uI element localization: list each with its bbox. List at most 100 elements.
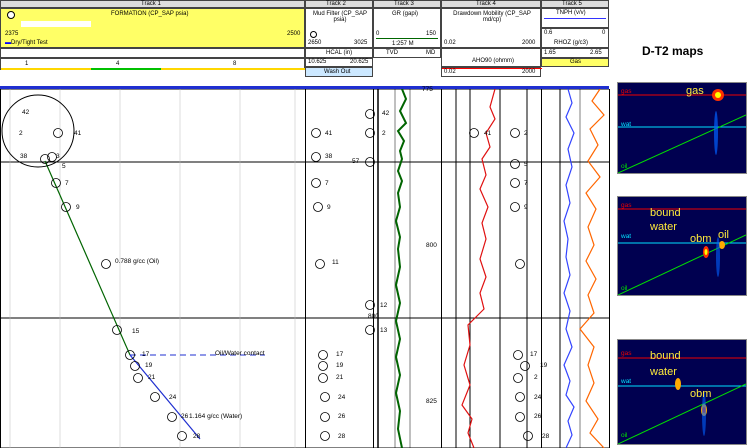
hcal-left: 10.625 xyxy=(308,59,327,65)
track3-title-cell: Track 3 xyxy=(373,0,441,8)
track1-header: FORMATION (CP_SAP psia) 2375 2500 ▬Dry/T… xyxy=(0,8,305,48)
gr-line-swatch xyxy=(376,38,438,39)
oil-gradient-annotation: 0.788 g/cc (Oil) xyxy=(115,258,160,265)
point-label: 19 xyxy=(145,362,153,369)
track1-scale-row: 1 4 8 xyxy=(0,58,306,70)
map1-wat-label: wat xyxy=(621,121,632,128)
track1-left-value: 2375 xyxy=(5,31,19,37)
point-label: 11 xyxy=(332,259,339,266)
track2-curve: Mud Filter (CP_SAP psia) xyxy=(312,11,367,23)
map3-gas-label: gas xyxy=(621,350,632,357)
map2-bound-label: bound xyxy=(650,207,681,219)
aho-label: AHO90 (ohmm) xyxy=(472,58,515,64)
md-label: MD xyxy=(426,50,436,56)
point-label: 7 xyxy=(524,180,528,187)
map2-wat-label: wat xyxy=(621,233,632,240)
depth-label: 825 xyxy=(426,398,437,405)
aho-line-swatch xyxy=(442,68,542,69)
tvd-md-row: TVD MD xyxy=(373,48,441,58)
dry-tight-test-flag: ▬Dry/Tight Test xyxy=(5,40,48,46)
rhoz-label: RHOZ (g/c3) xyxy=(554,40,589,46)
map2-oil-callout: oil xyxy=(718,229,730,241)
track4-right-value: 2000 xyxy=(522,40,536,46)
washout-label: Wash Out xyxy=(324,69,351,75)
point-label: 17 xyxy=(530,351,538,358)
circle-marker-icon xyxy=(310,31,317,38)
track4-title-cell: Track 4 xyxy=(441,0,541,8)
map2-oil-label: oil xyxy=(621,285,628,292)
track3-right-value: 150 xyxy=(426,31,437,37)
point-label: 5 xyxy=(524,161,528,168)
map1-gas-label: gas xyxy=(621,88,632,95)
scale-1: 1 xyxy=(25,61,29,67)
point-label: 41 xyxy=(484,130,492,137)
point-label: 26 xyxy=(181,413,189,420)
point-label: 7 xyxy=(65,180,69,187)
point-label: 9 xyxy=(327,204,331,211)
track3-left-value: 0 xyxy=(376,31,380,37)
map1-graphics xyxy=(618,89,746,173)
point-label: 24 xyxy=(169,394,177,401)
track2-header: Mud Filter (CP_SAP psia) 2650 3025 xyxy=(305,8,373,48)
aho-left: 0.02 xyxy=(444,69,456,75)
map2-obm-label: obm xyxy=(690,233,712,245)
hcal-range-row: 10.625 20.625 xyxy=(305,58,373,67)
point-label: 15 xyxy=(132,328,140,335)
dt2-title: D-T2 maps xyxy=(642,44,704,58)
point-label: 38 xyxy=(325,153,333,160)
rhoz-range: 1.65 2.65 xyxy=(541,48,609,58)
point-label: 17 xyxy=(142,351,150,358)
point-label: 26 xyxy=(534,413,542,420)
depth-label: 800 xyxy=(426,242,437,249)
track1-curve: FORMATION (CP_SAP psia) xyxy=(111,11,189,17)
tnph-line-swatch xyxy=(544,18,606,19)
dt2-map-1: gas wat oil gas xyxy=(617,82,747,174)
tnph-range: 0.6 0 RHOZ (g/c3) xyxy=(541,28,609,48)
track3-header: GR (gapi) 0 150 1:257 M xyxy=(373,8,441,48)
point-label: 9 xyxy=(76,204,80,211)
rhoz-left: 1.65 xyxy=(544,50,556,56)
scale-8: 8 xyxy=(233,61,237,67)
hcal-right: 20.625 xyxy=(350,59,369,65)
scale-4: 4 xyxy=(116,61,120,67)
point-label: 28 xyxy=(338,433,346,440)
hcal-label: HCAL (in) xyxy=(326,50,353,56)
depth-label: 775 xyxy=(422,86,433,93)
point-label: 28 xyxy=(193,433,201,440)
point-label: 3 xyxy=(56,153,60,160)
track1-title-cell: Track 1 xyxy=(0,0,305,8)
track2-title-cell: Track 2 xyxy=(305,0,373,8)
point-label: 17 xyxy=(336,351,344,358)
point-label: 12 xyxy=(380,302,388,309)
point-label: 5 xyxy=(62,163,66,170)
aho-right: 2000 xyxy=(522,69,536,75)
track1-title: Track 1 xyxy=(141,1,161,7)
oil-water-contact-annotation: Oil/Water contact xyxy=(215,350,265,357)
point-label: 24 xyxy=(534,394,542,401)
point-label: 38 xyxy=(20,153,28,160)
rhoz-right: 2.65 xyxy=(590,50,602,56)
tvd-label: TVD xyxy=(386,50,398,56)
white-bar xyxy=(21,21,91,27)
map3-water-label: water xyxy=(650,366,677,378)
track2-left-value: 2650 xyxy=(308,40,322,46)
depth-label: 800 xyxy=(368,313,379,320)
map3-graphics xyxy=(618,357,746,444)
point-label: 41 xyxy=(325,130,333,137)
track5-title: Track 5 xyxy=(562,1,582,7)
map3-bound-label: bound xyxy=(650,350,681,362)
point-label: 2 xyxy=(534,374,538,381)
washout-row: Wash Out xyxy=(305,67,373,77)
map2-graphics xyxy=(618,208,746,295)
track5-curve: TNPH (v/v) xyxy=(556,10,586,16)
point-label: 28 xyxy=(542,433,550,440)
point-label: 2 xyxy=(524,130,528,137)
point-label: 19 xyxy=(540,362,548,369)
water-gradient-annotation: 1.164 g/cc (Water) xyxy=(189,413,243,420)
track5-title-cell: Track 5 xyxy=(541,0,609,8)
point-label: 41 xyxy=(74,130,82,137)
header-separator xyxy=(0,86,609,89)
tnph-right: 0 xyxy=(602,30,606,36)
depth-label: 57 xyxy=(352,158,360,165)
point-label: 21 xyxy=(336,374,344,381)
